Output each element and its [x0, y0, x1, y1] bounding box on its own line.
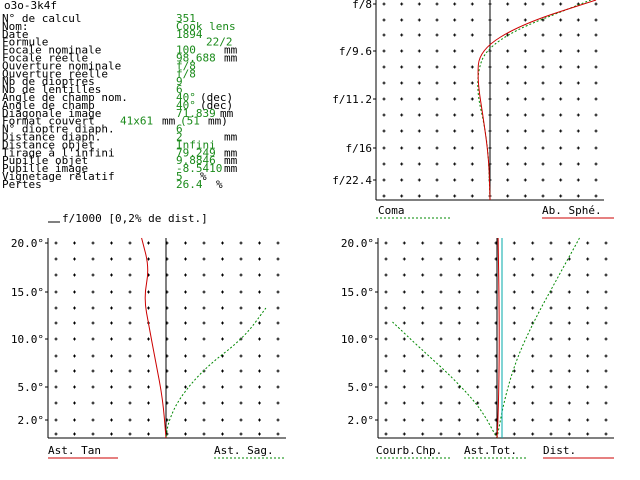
label-focale_nominale: Focale nominale — [2, 44, 101, 57]
unit-focale_reelle: mm — [224, 52, 238, 65]
y-tick-label: 10.0° — [341, 333, 374, 346]
y-tick-label: 20.0° — [341, 237, 374, 250]
unit-focale_nominale: mm — [224, 44, 238, 57]
label-format_couvert: Format couvert — [2, 115, 95, 128]
value-ouverture_reelle: f/8 — [176, 67, 196, 80]
astigmatism-chart: 20.0° 15.0° 10.0° 5.0° 2.0° Ast. Tan Ast. Sag. — [11, 237, 286, 459]
y-tick-label: 15.0° — [11, 286, 44, 299]
scale-note: f/1000 [0,2% de dist.] — [62, 212, 208, 225]
unit-pupille_image: mm — [224, 162, 238, 175]
window-title: o3o-3k4f — [4, 0, 57, 12]
lens-info-panel: N° de calcul 351 Nom: Cook lens Date 1894 Form… — [2, 12, 238, 191]
unit-tirage_infini: mm — [224, 146, 238, 159]
value-format_couvert: 41x61 — [120, 115, 153, 128]
series-dist- — [496, 237, 500, 439]
value-nom: Cook lens — [176, 20, 236, 33]
unit-angle_champ: (dec) — [200, 99, 233, 112]
value-nb_lentilles: 6 — [176, 83, 183, 96]
label-angle_champ: Angle de champ — [2, 99, 95, 112]
y-tick-label: f/9.6 — [339, 45, 372, 58]
label-focale_reelle: Focale réelle — [2, 52, 88, 65]
label-pertes: Pertes — [2, 178, 42, 191]
y-tick-label: f/16 — [346, 142, 373, 155]
unit-distance_diaph: mm — [224, 131, 238, 144]
legend-label: Ab. Sphé. — [542, 204, 602, 217]
legend-label: Ast. Tan — [48, 444, 101, 457]
legend-label: Dist. — [543, 444, 576, 457]
y-tick-label: 20.0° — [11, 237, 44, 250]
series-ab-sph- — [477, 0, 597, 201]
value-format-diag: (51 — [180, 115, 200, 128]
legend-label: Courb.Chp. — [376, 444, 442, 457]
unit-pertes: % — [216, 178, 223, 191]
unit-format-diag: mm) — [208, 115, 228, 128]
label-ouverture_nominale: Ouverture nominale — [2, 59, 121, 72]
legend-label: Ast.Tot. — [464, 444, 517, 457]
unit-angle_champ_nom: (dec) — [200, 91, 233, 104]
value-angle_champ_nom: 40° — [176, 91, 196, 104]
value-calc_no: 351 — [176, 12, 196, 25]
label-angle_champ_nom: Angle de champ nom. — [2, 91, 128, 104]
y-tick-label: 10.0° — [11, 333, 44, 346]
label-pupille_objet: Pupille objet — [2, 154, 88, 167]
value-distance_objet: Infini — [176, 138, 216, 151]
label-distance_diaph: Distance diaph. — [2, 131, 101, 144]
value-focale_nominale: 100 — [176, 44, 196, 57]
y-tick-label: 5.0° — [18, 381, 45, 394]
label-calc_no: N° de calcul — [2, 12, 81, 25]
series-ast-sag- — [165, 307, 267, 439]
y-tick-label: 15.0° — [341, 286, 374, 299]
unit-vignetage_relatif: % — [200, 170, 207, 183]
value-formule: 22/2 — [206, 36, 233, 49]
legend-label: Ast. Sag. — [214, 444, 274, 457]
unit-pupille_objet: mm — [224, 154, 238, 167]
series-courb-chp- — [392, 321, 498, 439]
y-tick-label: f/11.2 — [332, 93, 372, 106]
y-tick-label: f/22.4 — [332, 174, 372, 187]
aperture-aberration-chart: f/8 f/9.6 f/11.2 f/16 f/22.4 Coma Ab. Sphé. — [332, 0, 614, 219]
value-diagonale_image: 71.839 — [176, 107, 216, 120]
value-ouverture_nominale: f/8 — [176, 59, 196, 72]
series-coma — [477, 0, 591, 201]
label-tirage_infini: Tirage à l'infini — [2, 146, 115, 159]
value-pupille_image: -8.5410 — [176, 162, 222, 175]
value-pupille_objet: 9.8846 — [176, 154, 216, 167]
label-vignetage_relatif: Vignetage relatif — [2, 170, 115, 183]
label-nb_lentilles: Nb de lentilles — [2, 83, 101, 96]
value-angle_champ: 40° — [176, 99, 196, 112]
legend-label: Coma — [378, 204, 405, 217]
y-tick-label: f/8 — [352, 0, 372, 11]
value-date: 1894 — [176, 28, 203, 41]
series-ast-tan — [141, 237, 167, 439]
label-formule: Formule — [2, 36, 48, 49]
series-ast-tot- — [496, 237, 580, 439]
value-vignetage_relatif: 5 — [176, 170, 183, 183]
value-distance_diaph: 2 — [176, 131, 183, 144]
value-focale_reelle: 98.688 — [176, 52, 216, 65]
label-distance_objet: Distance objet — [2, 138, 95, 151]
label-pupille_image: Pupille image — [2, 162, 88, 175]
label-diagonale_image: Diagonale image — [2, 107, 101, 120]
label-no_dioptre_diaph: N° dioptre diaph. — [2, 123, 115, 136]
unit-format_couvert: mm — [162, 115, 176, 128]
label-nb_dioptres: Nb de dioptres — [2, 75, 95, 88]
label-date: Date — [2, 28, 29, 41]
y-tick-label: 5.0° — [348, 381, 375, 394]
y-tick-label: 2.0° — [348, 414, 375, 427]
label-nom: Nom: — [2, 20, 29, 33]
value-no_dioptre_diaph: 6 — [176, 123, 183, 136]
label-ouverture_reelle: Ouverture réelle — [2, 67, 108, 80]
curvature-distortion-chart: 20.0° 15.0° 10.0° 5.0° 2.0° Courb.Chp. Ast.Tot… — [341, 237, 614, 459]
unit-diagonale_image: mm — [220, 107, 234, 120]
value-pertes: 26.4 — [176, 178, 203, 191]
y-tick-label: 2.0° — [18, 414, 45, 427]
value-nb_dioptres: 9 — [176, 75, 183, 88]
value-tirage_infini: 79.249 — [176, 146, 216, 159]
